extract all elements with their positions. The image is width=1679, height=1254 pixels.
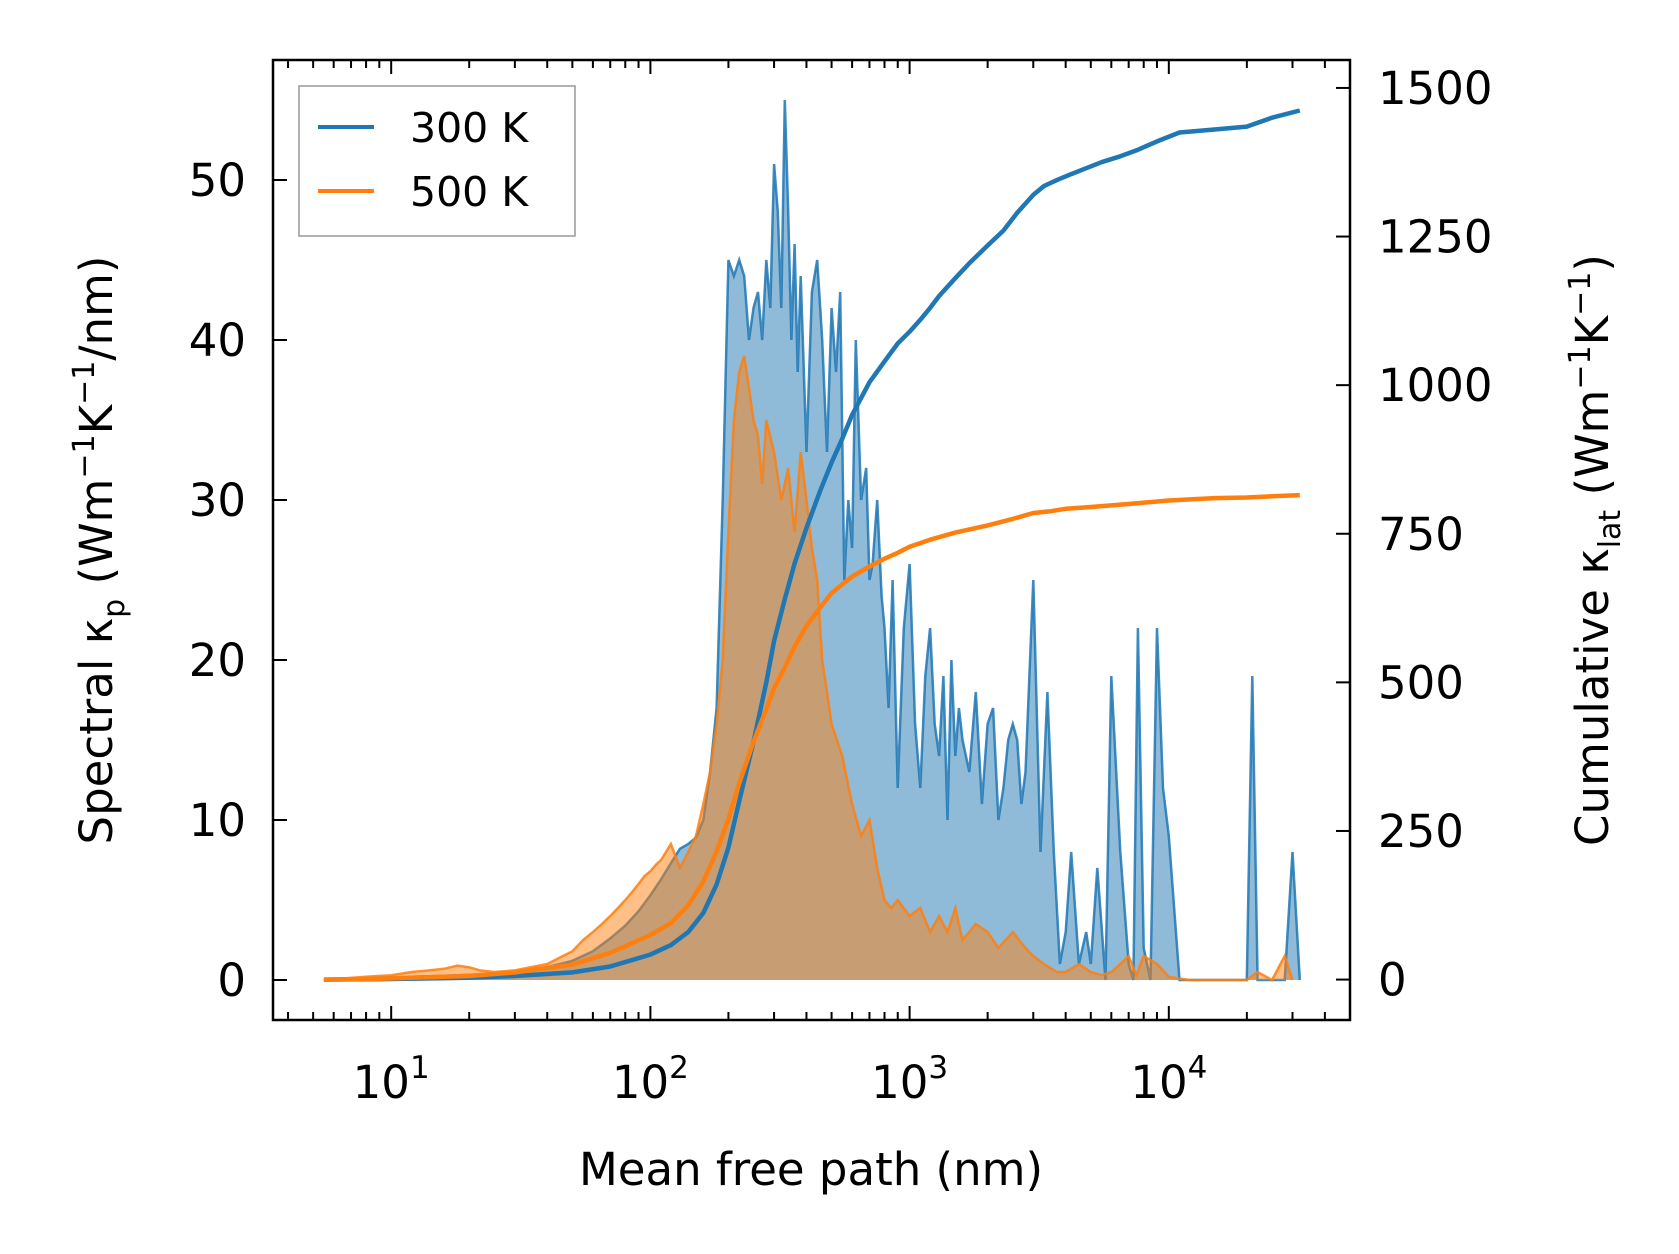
y-right-tick-label: 1500 [1378,62,1493,115]
y-right-tick-label: 0 [1378,954,1407,1007]
spectral-line-500k [323,355,1294,982]
y-left-tick-label: 50 [189,154,246,207]
x-tick-label: 102 [612,1050,689,1109]
y-left-tick-label: 20 [189,634,246,687]
legend-label-500k: 500 K [410,168,529,216]
cumulative-line-500k [323,492,1300,982]
x-tick-label: 101 [353,1050,430,1109]
legend: 300 K 500 K [298,85,576,237]
y-right-tick-label: 750 [1378,508,1464,561]
y-left-tick-label: 40 [189,314,246,367]
y-right-tick-label: 500 [1378,656,1464,709]
y-right-tick-label: 250 [1378,805,1464,858]
x-tick-label: 103 [871,1050,948,1109]
y-right-tick-label: 1000 [1378,359,1493,412]
y-left-tick-label: 0 [217,954,246,1007]
ticks [273,60,1351,1020]
legend-label-300k: 300 K [410,104,529,152]
cumulative-line-300k [323,108,1301,982]
spectral-area-500k [323,356,1293,980]
left-axis-title: Spectral κp (Wm−1K−1/nm) [67,256,132,845]
x-tick-label: 104 [1130,1050,1207,1109]
right-axis-title: Cumulative κlat (Wm−1K−1) [1563,254,1628,846]
plot-frame [271,58,1352,1022]
y-right-tick-label: 1250 [1378,211,1493,264]
y-left-tick-label: 30 [189,474,246,527]
y-left-tick-label: 10 [189,794,246,847]
plot-content [323,99,1302,982]
legend-box [298,85,576,237]
tick-labels: 101 102 103 1040102030405002505007501000125… [189,62,1493,1109]
x-axis-title: Mean free path (nm) [579,1143,1043,1196]
